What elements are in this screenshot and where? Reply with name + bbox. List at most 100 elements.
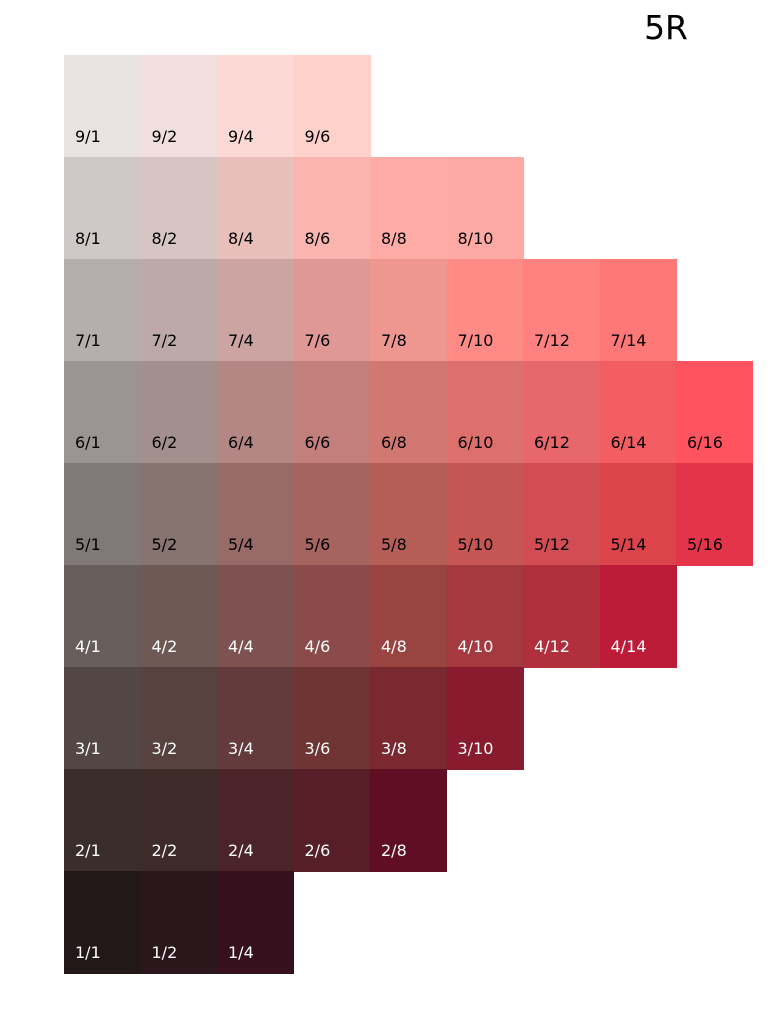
color-swatch: 6/10 [446,361,524,464]
color-swatch: 9/4 [217,55,294,158]
color-swatch: 9/2 [140,55,218,158]
swatch-label: 7/8 [381,331,407,350]
color-swatch: 7/2 [140,259,218,362]
swatch-label: 9/4 [228,127,254,146]
color-swatch: 7/10 [446,259,524,362]
color-swatch: 2/4 [217,769,294,872]
swatch-label: 7/14 [610,331,647,350]
swatch-label: 5/8 [381,535,407,554]
swatch-label: 7/12 [534,331,570,350]
color-swatch: 8/6 [293,157,371,260]
swatch-label: 6/8 [381,433,407,452]
color-swatch: 7/1 [64,259,141,362]
color-swatch: 5/1 [64,463,141,566]
color-swatch: 9/6 [293,55,371,158]
color-swatch: 8/2 [140,157,218,260]
color-swatch: 6/16 [676,361,753,464]
color-swatch: 9/1 [64,55,141,158]
color-swatch: 7/4 [217,259,294,362]
color-swatch: 5/12 [523,463,600,566]
swatch-label: 3/10 [457,739,494,758]
swatch-label: 3/1 [75,739,101,758]
color-swatch: 7/8 [370,259,447,362]
color-swatch: 6/12 [523,361,600,464]
swatch-label: 1/2 [151,943,178,962]
swatch-label: 5/10 [457,535,494,554]
color-swatch: 3/2 [140,667,218,770]
swatch-label: 8/2 [151,229,178,248]
color-swatch: 6/8 [370,361,447,464]
color-swatch: 1/1 [64,871,141,974]
swatch-label: 3/2 [151,739,178,758]
swatch-label: 6/4 [228,433,254,452]
swatch-label: 4/14 [610,637,647,656]
color-swatch: 5/6 [293,463,371,566]
color-swatch: 3/8 [370,667,447,770]
swatch-label: 6/10 [457,433,494,452]
color-swatch: 6/2 [140,361,218,464]
color-swatch: 2/1 [64,769,141,872]
swatch-label: 2/2 [151,841,178,860]
swatch-label: 1/4 [228,943,254,962]
swatch-label: 7/2 [151,331,178,350]
color-swatch: 5/4 [217,463,294,566]
color-swatch: 4/6 [293,565,371,668]
swatch-label: 6/16 [687,433,723,452]
color-swatch: 4/10 [446,565,524,668]
color-swatch: 6/1 [64,361,141,464]
color-swatch: 8/10 [446,157,524,260]
swatch-label: 2/6 [304,841,331,860]
swatch-label: 5/12 [534,535,570,554]
swatch-label: 5/14 [610,535,647,554]
color-swatch: 6/4 [217,361,294,464]
color-swatch: 5/10 [446,463,524,566]
swatch-label: 7/10 [457,331,494,350]
swatch-label: 6/2 [151,433,178,452]
swatch-label: 9/1 [75,127,101,146]
swatch-label: 2/8 [381,841,407,860]
color-swatch: 6/6 [293,361,371,464]
swatch-label: 6/12 [534,433,570,452]
color-swatch: 5/2 [140,463,218,566]
swatch-label: 2/1 [75,841,101,860]
swatch-label: 7/4 [228,331,254,350]
color-swatch: 3/10 [446,667,524,770]
swatch-label: 6/14 [610,433,647,452]
swatch-label: 4/1 [75,637,101,656]
swatch-label: 6/6 [304,433,331,452]
swatch-label: 3/8 [381,739,407,758]
swatch-label: 6/1 [75,433,101,452]
swatch-label: 8/1 [75,229,101,248]
swatch-label: 5/6 [304,535,331,554]
color-swatch: 5/14 [599,463,677,566]
chart-title: 5R [644,8,688,47]
swatch-label: 5/2 [151,535,178,554]
swatch-label: 8/10 [457,229,494,248]
swatch-label: 8/8 [381,229,407,248]
swatch-label: 4/12 [534,637,570,656]
swatch-label: 4/8 [381,637,407,656]
swatch-label: 8/6 [304,229,331,248]
color-swatch: 1/4 [217,871,294,974]
swatch-label: 4/6 [304,637,331,656]
swatch-label: 9/2 [151,127,178,146]
color-swatch: 8/1 [64,157,141,260]
color-swatch: 5/16 [676,463,753,566]
color-swatch: 4/2 [140,565,218,668]
color-swatch: 2/6 [293,769,371,872]
color-swatch: 4/4 [217,565,294,668]
swatch-label: 1/1 [75,943,101,962]
swatch-label: 4/4 [228,637,254,656]
color-swatch: 4/1 [64,565,141,668]
color-swatch: 6/14 [599,361,677,464]
color-swatch: 3/6 [293,667,371,770]
color-swatch: 4/14 [599,565,677,668]
swatch-label: 5/4 [228,535,254,554]
color-swatch: 5/8 [370,463,447,566]
swatch-label: 3/6 [304,739,331,758]
swatch-label: 8/4 [228,229,254,248]
swatch-label: 7/1 [75,331,101,350]
color-swatch: 4/8 [370,565,447,668]
color-swatch: 2/2 [140,769,218,872]
swatch-label: 4/10 [457,637,494,656]
